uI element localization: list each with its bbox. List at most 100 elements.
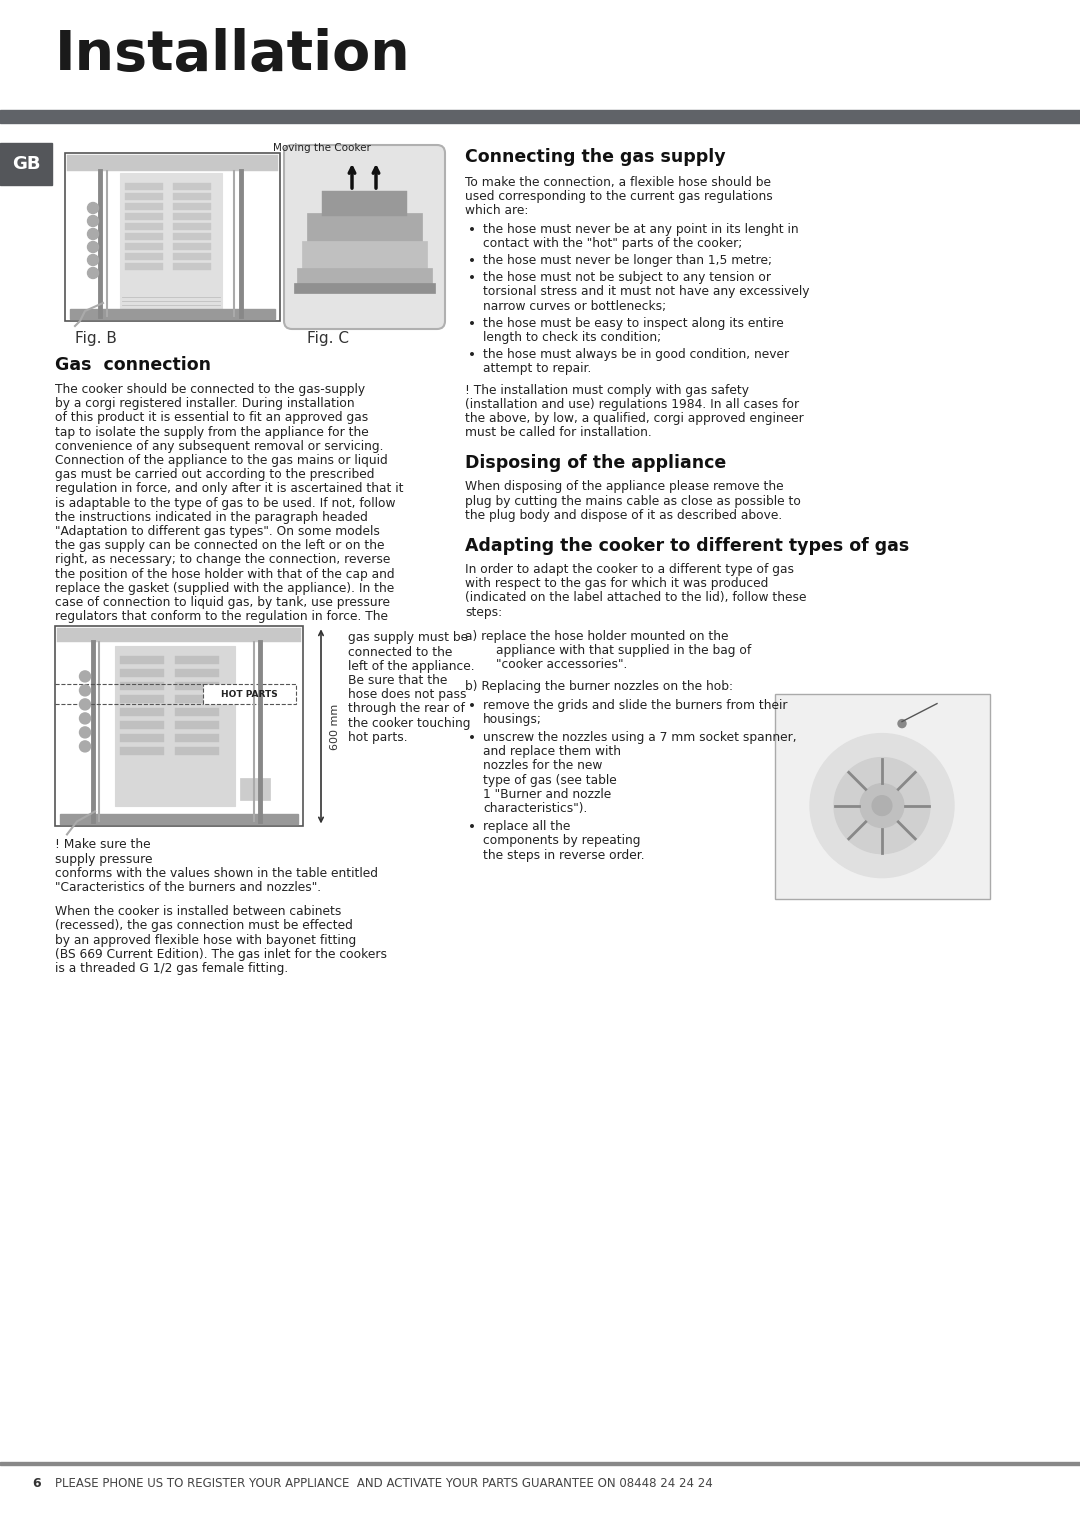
- Bar: [307, 212, 422, 241]
- Text: Be sure that the: Be sure that the: [348, 673, 447, 687]
- Bar: [125, 192, 163, 200]
- Text: convenience of any subsequent removal or servicing.: convenience of any subsequent removal or…: [55, 440, 383, 454]
- Bar: [294, 282, 435, 293]
- Bar: [175, 734, 219, 742]
- Text: HOT PARTS: HOT PARTS: [220, 690, 278, 699]
- Text: Fig. C: Fig. C: [307, 331, 349, 347]
- Text: Connecting the gas supply: Connecting the gas supply: [465, 148, 726, 166]
- Bar: [0, 110, 1080, 124]
- Text: (recessed), the gas connection must be effected: (recessed), the gas connection must be e…: [55, 919, 353, 933]
- Text: "Adaptation to different gas types". On some models: "Adaptation to different gas types". On …: [55, 525, 380, 538]
- Text: Fig. B: Fig. B: [75, 331, 117, 347]
- Text: characteristics").: characteristics").: [483, 802, 588, 815]
- Bar: [173, 212, 211, 220]
- Text: Adapting the cooker to different types of gas: Adapting the cooker to different types o…: [465, 538, 909, 554]
- Text: is adaptable to the type of gas to be used. If not, follow: is adaptable to the type of gas to be us…: [55, 496, 395, 510]
- Text: connected to the: connected to the: [348, 646, 453, 658]
- Text: by a corgi registered installer. During installation: by a corgi registered installer. During …: [55, 397, 354, 411]
- Text: of this product it is essential to fit an approved gas: of this product it is essential to fit a…: [55, 411, 368, 425]
- Text: •: •: [468, 698, 476, 713]
- Bar: [65, 153, 280, 321]
- Text: plug by cutting the mains cable as close as possible to: plug by cutting the mains cable as close…: [465, 495, 801, 507]
- Circle shape: [810, 733, 954, 878]
- Text: through the rear of: through the rear of: [348, 702, 464, 716]
- Text: the hose must be easy to inspect along its entire: the hose must be easy to inspect along i…: [483, 316, 784, 330]
- Bar: [57, 629, 301, 643]
- Bar: [70, 308, 275, 319]
- Text: b) Replacing the burner nozzles on the hob:: b) Replacing the burner nozzles on the h…: [465, 681, 733, 693]
- Text: torsional stress and it must not have any excessively: torsional stress and it must not have an…: [483, 286, 810, 298]
- Text: type of gas (see table: type of gas (see table: [483, 774, 617, 786]
- Text: steps:: steps:: [465, 606, 502, 618]
- Text: right, as necessary; to change the connection, reverse: right, as necessary; to change the conne…: [55, 553, 390, 567]
- Bar: [120, 709, 164, 716]
- Text: is a threaded G 1/2 gas female fitting.: is a threaded G 1/2 gas female fitting.: [55, 962, 288, 976]
- Text: left of the appliance.: left of the appliance.: [348, 660, 474, 673]
- Text: by an approved flexible hose with bayonet fitting: by an approved flexible hose with bayone…: [55, 933, 356, 947]
- Text: gas supply must be: gas supply must be: [348, 631, 468, 644]
- Text: appliance with that supplied in the bag of: appliance with that supplied in the bag …: [465, 644, 752, 657]
- Bar: [297, 269, 432, 286]
- Text: the hose must never be at any point in its lenght in: the hose must never be at any point in i…: [483, 223, 798, 235]
- Text: supply pressure: supply pressure: [55, 852, 152, 866]
- Text: a) replace the hose holder mounted on the: a) replace the hose holder mounted on th…: [465, 629, 729, 643]
- Text: unscrew the nozzles using a 7 mm socket spanner,: unscrew the nozzles using a 7 mm socket …: [483, 731, 797, 744]
- Text: To make the connection, a flexible hose should be: To make the connection, a flexible hose …: [465, 176, 771, 189]
- Text: which are:: which are:: [465, 205, 528, 217]
- Circle shape: [87, 215, 98, 226]
- Text: components by repeating: components by repeating: [483, 834, 640, 847]
- Text: tap to isolate the supply from the appliance for the: tap to isolate the supply from the appli…: [55, 426, 368, 438]
- Text: with respect to the gas for which it was produced: with respect to the gas for which it was…: [465, 577, 768, 591]
- Text: ! The installation must comply with gas safety: ! The installation must comply with gas …: [465, 383, 750, 397]
- Text: must be called for installation.: must be called for installation.: [465, 426, 651, 440]
- Bar: [173, 203, 211, 211]
- Text: (indicated on the label attached to the lid), follow these: (indicated on the label attached to the …: [465, 591, 807, 605]
- Text: •: •: [468, 316, 476, 331]
- Circle shape: [87, 203, 98, 214]
- Text: 1 "Burner and nozzle: 1 "Burner and nozzle: [483, 788, 611, 800]
- Text: gas must be carried out according to the prescribed: gas must be carried out according to the…: [55, 469, 375, 481]
- Bar: [173, 243, 211, 250]
- Bar: [125, 243, 163, 250]
- Bar: [0, 144, 52, 185]
- Circle shape: [87, 229, 98, 240]
- Text: The cooker should be connected to the gas-supply: The cooker should be connected to the ga…: [55, 383, 365, 395]
- Bar: [175, 695, 219, 704]
- Bar: [120, 683, 164, 690]
- Text: length to check its condition;: length to check its condition;: [483, 331, 661, 344]
- Circle shape: [80, 670, 91, 683]
- Circle shape: [87, 241, 98, 252]
- Bar: [125, 203, 163, 211]
- Bar: [322, 191, 407, 215]
- Text: the position of the hose holder with that of the cap and: the position of the hose holder with tha…: [55, 568, 394, 580]
- Text: the steps in reverse order.: the steps in reverse order.: [483, 849, 645, 861]
- Circle shape: [80, 741, 91, 751]
- Text: the cooker touching: the cooker touching: [348, 716, 471, 730]
- Bar: [120, 721, 164, 730]
- Text: Connection of the appliance to the gas mains or liquid: Connection of the appliance to the gas m…: [55, 454, 388, 467]
- Bar: [240, 779, 270, 800]
- Text: hot parts.: hot parts.: [348, 731, 407, 744]
- Text: 6: 6: [32, 1477, 41, 1490]
- Text: remove the grids and slide the burners from their: remove the grids and slide the burners f…: [483, 698, 787, 712]
- Text: used corresponding to the current gas regulations: used corresponding to the current gas re…: [465, 191, 773, 203]
- Bar: [302, 241, 427, 270]
- Text: the gas supply can be connected on the left or on the: the gas supply can be connected on the l…: [55, 539, 384, 553]
- Circle shape: [80, 699, 91, 710]
- Bar: [120, 747, 164, 756]
- Text: •: •: [468, 348, 476, 362]
- Text: the instructions indicated in the paragraph headed: the instructions indicated in the paragr…: [55, 512, 368, 524]
- Text: In order to adapt the cooker to a different type of gas: In order to adapt the cooker to a differ…: [465, 563, 794, 576]
- Text: the hose must always be in good condition, never: the hose must always be in good conditio…: [483, 348, 789, 362]
- Text: housings;: housings;: [483, 713, 542, 725]
- Bar: [125, 234, 163, 240]
- Text: hose does not pass: hose does not pass: [348, 689, 467, 701]
- Bar: [125, 212, 163, 220]
- Circle shape: [834, 757, 930, 854]
- Bar: [173, 263, 211, 270]
- Text: Disposing of the appliance: Disposing of the appliance: [465, 455, 726, 472]
- Bar: [203, 684, 296, 704]
- Text: •: •: [468, 820, 476, 834]
- Text: the plug body and dispose of it as described above.: the plug body and dispose of it as descr…: [465, 508, 782, 522]
- Bar: [175, 683, 219, 690]
